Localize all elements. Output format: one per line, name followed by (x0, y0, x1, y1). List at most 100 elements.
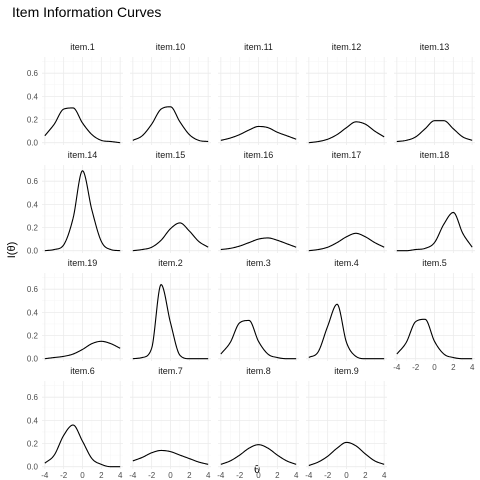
facet-panel: item.19 0.0 0.2 0.4 0.6 (27, 258, 123, 364)
information-curve (132, 449, 209, 465)
information-curve (308, 303, 385, 360)
facet-strip-label: item.2 (158, 258, 183, 268)
x-tick-label: 2 (363, 471, 368, 480)
facet-strip-label: item.14 (68, 150, 98, 160)
x-tick-label: 0 (80, 471, 85, 480)
facet-strip-label: item.7 (158, 366, 183, 376)
information-curve (132, 106, 209, 143)
facet-panel: item.13 (394, 42, 475, 145)
y-axis-label: I(θ) (6, 242, 18, 259)
facet-panel: item.8 -4 -2 0 2 4 (217, 366, 299, 480)
x-axis-label: θ (254, 464, 260, 476)
facet-panel: item.10 (130, 42, 211, 145)
x-tick-label: 4 (382, 471, 387, 480)
facet-strip-label: item.18 (420, 150, 450, 160)
facet-strip-label: item.5 (422, 258, 447, 268)
facet-strip-label: item.8 (246, 366, 271, 376)
facet-panels: item.1 0.0 0.2 0.4 0.6 item.10 item.11 item.12 i… (27, 42, 475, 480)
x-tick-label: -4 (393, 363, 401, 372)
information-curve (220, 237, 297, 251)
x-tick-label: 2 (451, 363, 456, 372)
facet-panel: item.15 (130, 150, 211, 253)
y-tick-label: 0.0 (27, 355, 39, 364)
x-tick-label: 2 (275, 471, 280, 480)
x-tick-label: -2 (236, 471, 244, 480)
information-curve (308, 232, 385, 252)
x-tick-label: -2 (412, 363, 420, 372)
information-curve (44, 424, 121, 468)
information-curve (396, 120, 473, 143)
facet-strip-label: item.17 (332, 150, 362, 160)
facet-strip-label: item.11 (244, 42, 273, 52)
facet-strip-label: item.19 (68, 258, 98, 268)
information-curve (132, 222, 209, 252)
x-tick-label: 0 (168, 471, 173, 480)
information-curve (44, 107, 121, 144)
x-tick-label: -4 (129, 471, 137, 480)
chart-title: Item Information Curves (12, 4, 161, 20)
facet-panel: item.6 0.0 0.2 0.4 0.6 -4 -2 0 2 4 (27, 366, 123, 480)
facet-panel: item.2 (130, 258, 211, 361)
y-tick-label: 0.4 (27, 92, 39, 101)
facet-strip-label: item.16 (244, 150, 274, 160)
facet-strip-label: item.3 (246, 258, 271, 268)
y-tick-label: 0.2 (27, 224, 39, 233)
facet-panel: item.7 -4 -2 0 2 4 (129, 366, 211, 480)
information-curve (220, 319, 297, 360)
x-tick-label: 4 (118, 471, 123, 480)
x-tick-label: 2 (187, 471, 192, 480)
facet-strip-label: item.9 (334, 366, 359, 376)
facet-panel: item.14 0.0 0.2 0.4 0.6 (27, 150, 123, 256)
facet-panel: item.16 (218, 150, 299, 253)
x-tick-label: 2 (99, 471, 104, 480)
y-tick-label: 0.0 (27, 463, 39, 472)
x-tick-label: -4 (217, 471, 225, 480)
y-tick-label: 0.6 (27, 177, 39, 186)
x-tick-label: 4 (206, 471, 211, 480)
x-tick-label: 0 (344, 471, 349, 480)
x-tick-label: -4 (41, 471, 49, 480)
y-tick-label: 0.4 (27, 308, 39, 317)
facet-panel: item.11 (218, 42, 299, 145)
information-curve (308, 441, 385, 467)
facet-strip-label: item.13 (420, 42, 450, 52)
facet-panel: item.9 -4 -2 0 2 4 (305, 366, 387, 480)
x-tick-label: 4 (470, 363, 475, 372)
x-tick-label: 4 (294, 471, 299, 480)
information-curve (308, 121, 385, 144)
facet-strip-label: item.12 (332, 42, 362, 52)
facet-panel: item.17 (306, 150, 387, 253)
facet-strip-label: item.1 (70, 42, 95, 52)
facet-strip-label: item.15 (156, 150, 186, 160)
y-tick-label: 0.0 (27, 139, 39, 148)
x-tick-label: 0 (432, 363, 437, 372)
facet-panel: item.12 (306, 42, 387, 145)
x-tick-label: 0 (256, 471, 261, 480)
x-tick-label: -2 (148, 471, 156, 480)
y-tick-label: 0.6 (27, 393, 39, 402)
information-curve (396, 318, 473, 360)
y-tick-label: 0.2 (27, 440, 39, 449)
information-curve (132, 283, 209, 360)
facet-strip-label: item.4 (334, 258, 359, 268)
facet-strip-label: item.6 (70, 366, 95, 376)
x-tick-label: -2 (60, 471, 68, 480)
facet-panel: item.3 (218, 258, 299, 361)
information-curve (44, 170, 121, 252)
y-tick-label: 0.2 (27, 116, 39, 125)
facet-strip-label: item.10 (156, 42, 186, 52)
information-curve (220, 444, 297, 465)
information-curve (44, 340, 121, 360)
y-tick-label: 0.4 (27, 200, 39, 209)
facet-panel: item.4 (306, 258, 387, 361)
facet-panel: item.1 0.0 0.2 0.4 0.6 (27, 42, 123, 148)
information-curve (220, 125, 297, 141)
x-tick-label: -4 (305, 471, 313, 480)
y-tick-label: 0.6 (27, 285, 39, 294)
facet-panel: item.18 (394, 150, 475, 253)
facet-panel: item.5 -4 -2 0 2 4 (393, 258, 475, 372)
y-tick-label: 0.6 (27, 69, 39, 78)
information-curve (396, 211, 473, 252)
y-tick-label: 0.2 (27, 332, 39, 341)
